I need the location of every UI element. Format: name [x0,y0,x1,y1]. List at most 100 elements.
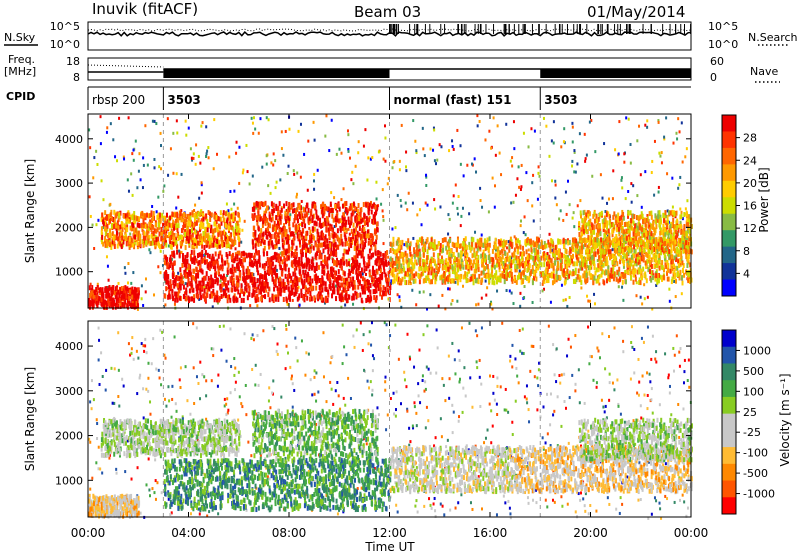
echo-cell [453,243,455,248]
scatter-cell [324,135,326,138]
scatter-cell [178,250,180,253]
echo-cell [221,282,223,287]
echo-cell [409,246,411,251]
echo-cell [241,283,243,288]
echo-cell [419,279,421,284]
echo-cell [212,243,214,248]
scatter-cell [511,292,513,295]
echo-cell [193,269,195,274]
scatter-cell [401,124,403,127]
echo-cell [409,252,411,257]
echo-cell [354,206,356,211]
echo-cell [177,283,179,288]
echo-cell [206,219,208,224]
echo-cell [465,236,467,241]
echo-cell [374,229,376,234]
echo-cell [320,223,322,228]
echo-cell [153,211,155,216]
echo-cell [186,253,188,258]
echo-cell [170,284,172,289]
echo-cell [317,276,319,281]
scatter-cell [441,294,443,297]
echo-cell [150,227,152,232]
echo-cell [237,282,239,287]
echo-cell [285,201,287,206]
echo-cell [341,276,343,281]
scatter-cell [123,157,125,160]
scatter-cell [156,210,158,213]
scatter-cell [673,142,675,145]
scatter-cell [138,152,140,155]
echo-cell [264,265,266,270]
echo-cell [316,266,318,271]
echo-cell [377,250,379,255]
echo-cell [321,288,323,293]
scatter-cell [293,173,295,176]
echo-cell [246,253,248,258]
scatter-cell [521,164,523,167]
echo-cell [497,252,499,257]
echo-cell [227,295,229,300]
echo-cell [220,230,222,235]
scatter-cell [488,210,490,213]
echo-cell [482,262,484,267]
scatter-cell [252,132,254,135]
echo-cell [227,280,229,285]
scatter-cell [336,153,338,156]
echo-cell [182,257,184,262]
echo-cell [116,235,118,240]
beam-title: Beam 03 [354,3,421,21]
echo-cell [265,230,267,235]
echo-cell [396,253,398,258]
echo-cell [177,218,179,223]
scatter-cell [252,175,254,178]
echo-cell [400,280,402,285]
echo-cell [177,276,179,281]
scatter-cell [453,194,455,197]
echo-cell [278,254,280,259]
echo-cell [386,262,388,267]
scatter-cell [555,184,557,187]
echo-cell [470,276,472,281]
scatter-cell [506,246,508,249]
echo-cell [413,247,415,252]
echo-cell [199,212,201,217]
scatter-cell [399,160,401,163]
echo-cell [274,270,276,275]
scatter-cell [659,155,661,158]
scatter-cell [563,127,565,130]
echo-cell [321,296,323,301]
echo-cell [375,258,377,263]
scatter-cell [586,295,588,298]
echo-cell [390,242,392,247]
echo-cell [315,273,317,278]
scatter-cell [194,204,196,207]
scatter-cell [167,174,169,177]
echo-cell [340,259,342,264]
echo-cell [113,236,115,241]
echo-cell [380,268,382,273]
echo-cell [243,298,245,303]
scatter-cell [292,299,294,302]
echo-cell [108,293,110,298]
scatter-cell [543,117,545,120]
echo-cell [219,224,221,229]
scatter-cell [138,170,140,173]
echo-cell [209,294,211,299]
scatter-cell [594,150,596,153]
echo-cell [209,280,211,285]
echo-cell [187,226,189,231]
scatter-cell [177,196,179,199]
echo-cell [191,297,193,302]
echo-cell [344,217,346,222]
echo-cell [139,234,141,239]
scatter-cell [160,144,162,147]
echo-cell [134,235,136,240]
echo-cell [263,202,265,207]
scatter-cell [554,197,556,200]
echo-cell [318,265,320,270]
scatter-cell [287,172,289,175]
echo-cell [402,257,404,262]
echo-cell [175,212,177,217]
scatter-cell [549,233,551,236]
